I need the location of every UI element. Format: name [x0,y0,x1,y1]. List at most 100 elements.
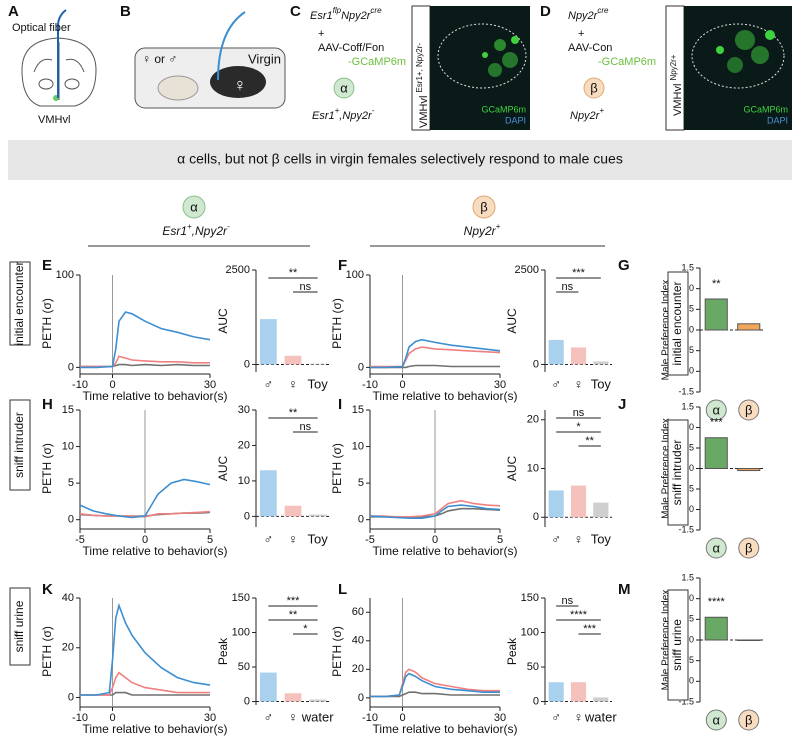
bar [593,361,609,365]
row-label-box [667,589,689,701]
bar [704,616,728,641]
y-tick-label: 20 [238,439,250,451]
y-tick-label: 40 [62,592,74,604]
x-tick-label: β [745,402,752,417]
x-tick-label: -5 [365,534,375,546]
panel-letter: F [338,257,347,274]
y-tick-label: 20 [527,414,539,426]
y-tick-label: 2500 [226,264,250,276]
bar [284,355,302,365]
trace [370,338,501,369]
x-tick-label: water [584,709,617,724]
sig-label: ** [712,278,721,290]
sig-label: *** [583,623,597,635]
panel-letter: J [618,396,626,413]
x-tick-label: ♂ [551,709,561,724]
x-tick-label: ♀ [288,376,298,391]
x-tick-label: -10 [362,379,378,391]
y-tick-label: 30 [238,404,250,416]
y-tick-label: 150 [232,592,250,604]
chart: 0 10 20 30 AUC ♂ ♀ Toy **ns [216,404,330,546]
y-axis-label: PETH (σ) [330,626,344,677]
x-tick-label: -10 [362,712,378,724]
column-cell: β [480,199,487,214]
y-tick-label: 20 [62,642,74,654]
y-tick-label: 10 [352,440,364,452]
trace [370,672,500,698]
x-tick-label: -5 [75,534,85,546]
indicator: -GCaMP6m [348,56,406,68]
row-label: sniff urine [670,619,684,671]
x-tick-label: 30 [494,379,506,391]
column-identity: Npy2r+ [464,222,501,238]
sig-label: ns [573,407,585,419]
y-tick-label: 100 [232,626,250,638]
chart: 0 2500 AUC ♂ ♀ Toy *** ns [505,264,612,391]
x-tick-label: 30 [204,712,216,724]
x-tick-label: 0 [399,379,405,391]
cells-green [716,30,775,73]
x-tick-label: 0 [142,534,148,546]
bar [259,470,277,517]
stain-label: DAPI [767,115,788,125]
sig-label: ** [585,435,594,447]
x-tick-label: ♀ [574,709,584,724]
y-tick-label: 15 [352,404,364,416]
indicator: -GCaMP6m [598,56,656,68]
micrograph [430,6,530,130]
panel-letter: G [618,257,630,274]
trace [80,602,211,696]
category-circle [705,709,727,731]
sig-label: ns [300,281,312,293]
stain-label: GCaMP6m [481,104,526,114]
micrograph [684,6,792,130]
x-tick-label: ♂ [263,376,273,391]
x-tick-label: 30 [204,379,216,391]
bar [548,490,564,518]
x-tick-label: 5 [207,534,213,546]
sig-label: ns [562,281,574,293]
cell-circle [583,77,605,99]
y-tick-label: 0 [358,514,364,526]
y-tick-label: 0 [358,692,364,704]
bar [284,693,302,702]
y-tick-label: 0 [533,358,539,370]
panel-letter: I [338,396,342,413]
y-tick-label: 10 [62,440,74,452]
stain-label: DAPI [505,115,526,125]
row-label: initial encounter [670,281,684,365]
y-tick-label: 0 [358,361,364,373]
panel-letter: B [120,3,131,20]
panel-letter: L [338,581,347,598]
bar [570,347,587,365]
y-tick-label: 100 [346,269,364,281]
y-axis-label: AUC [216,456,230,482]
y-tick-label: 100 [56,269,74,281]
category-circle [738,709,760,731]
x-tick-label: 0 [109,379,115,391]
sig-label: * [576,421,581,433]
chart: 0 2500 AUC ♂ ♀ Toy **ns [216,264,330,391]
x-tick-label: 0 [399,712,405,724]
bar [570,485,587,518]
y-axis-label: AUC [505,308,519,334]
y-tick-label: 1.5 [681,401,694,411]
x-tick-label: Toy [591,531,612,546]
female-symbol: ♀ [233,75,247,95]
identity: Npy2r+ [570,106,604,122]
y-tick-label: 1.5 [681,572,694,582]
bar [309,363,327,365]
y-axis-label: PETH (σ) [330,443,344,494]
panel-letter: K [42,581,53,598]
category-circle [705,399,727,421]
sig-label: *** [287,595,301,607]
y-tick-label: 40 [352,635,364,647]
y-axis-label: Male Preference Index [661,418,672,519]
y-tick-label: -1.5 [678,696,694,706]
fiber [217,11,246,81]
